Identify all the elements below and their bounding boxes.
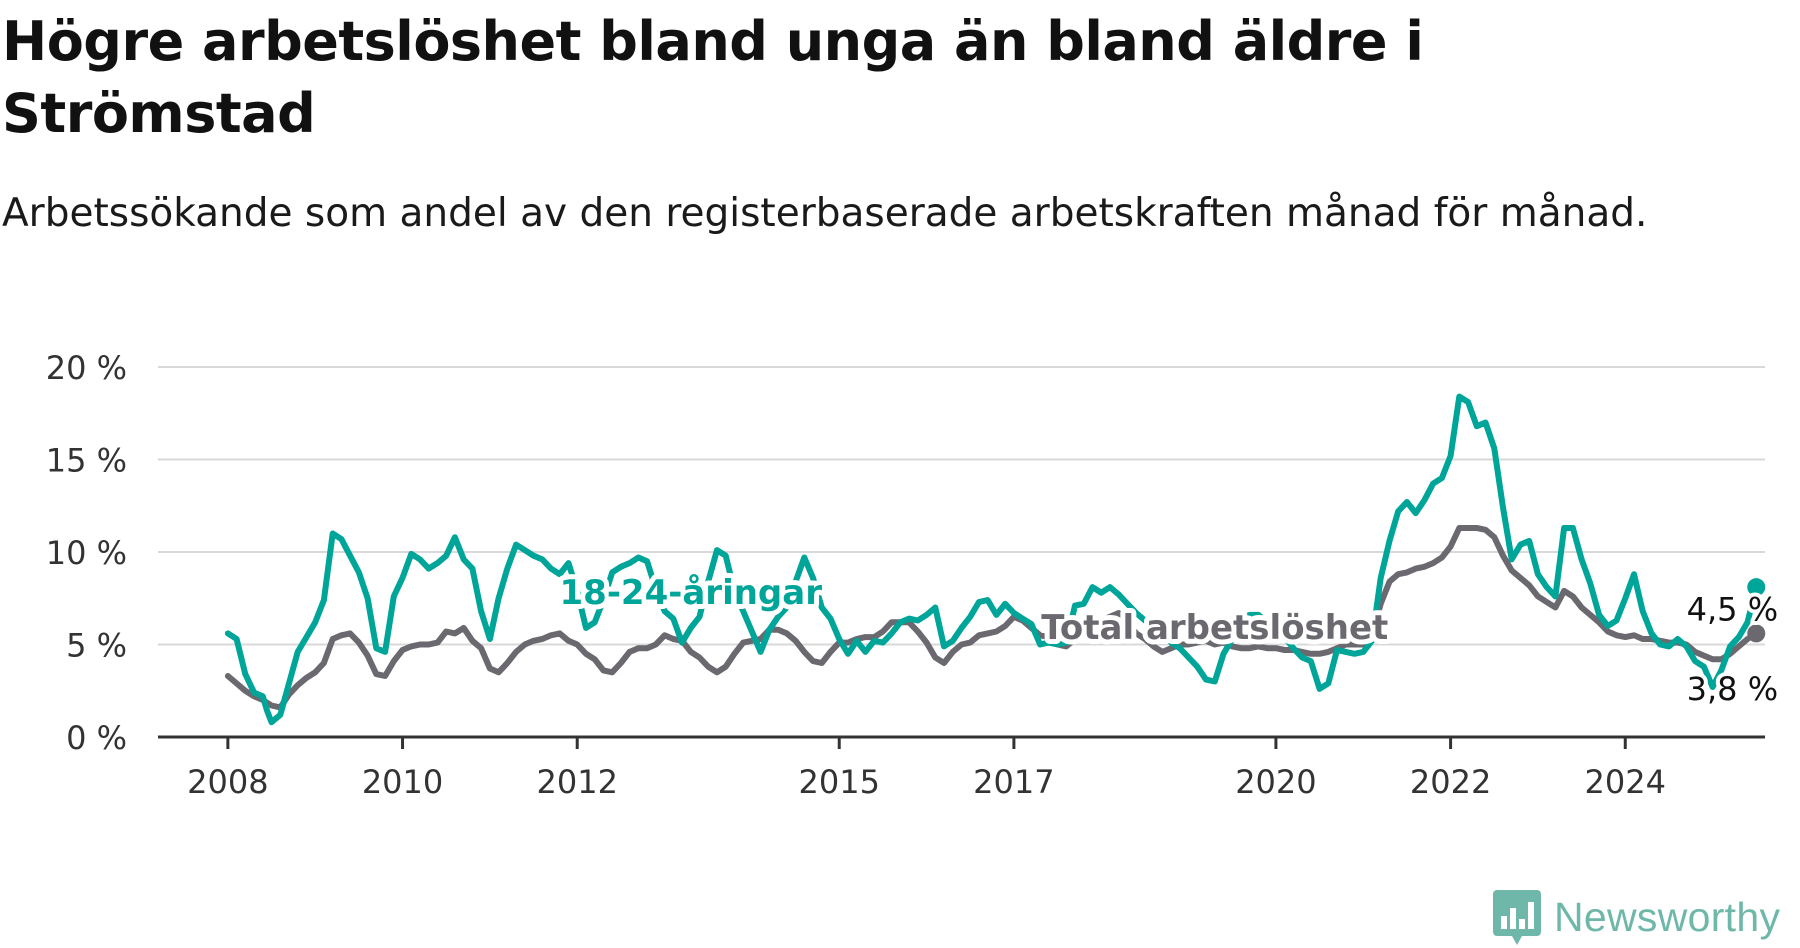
x-tick-label: 2015 (799, 763, 880, 801)
x-axis: 2008 2010 2012 2015 2017 2020 2022 2024 (158, 735, 1765, 801)
x-tick-label: 2010 (362, 763, 443, 801)
series-lines (224, 393, 1766, 726)
brand-name: Newsworthy (1554, 893, 1781, 940)
x-tick-label: 2017 (973, 763, 1054, 801)
series-end-point (1747, 624, 1766, 643)
x-tick-label: 2012 (536, 763, 617, 801)
bar-chart-speech-bubble-icon (1493, 890, 1541, 945)
y-tick-label: 15 % (46, 442, 127, 480)
x-tick-label: 2022 (1410, 763, 1491, 801)
end-value-total: 4,5 % (1687, 590, 1778, 628)
y-tick-label: 5 % (66, 627, 127, 665)
chart-subtitle: Arbetssökande som andel av den registerb… (2, 191, 1648, 236)
y-tick-label: 0 % (66, 719, 127, 757)
grid-lines (158, 366, 1765, 646)
series-label-total: Total arbetslöshet (1041, 608, 1388, 648)
series-labels: 18-24-åringar Total arbetslöshet 4,5 % 3,8 … (555, 568, 1783, 712)
x-tick-label: 2024 (1585, 763, 1666, 801)
line-chart: 0 %5 %10 %15 %20 % 2008 2010 2012 2015 2017 2… (45, 349, 1783, 801)
x-tick-label: 2020 (1235, 763, 1316, 801)
newsworthy-logo: Newsworthy (1492, 888, 1780, 946)
series-label-youth: 18-24-åringar (560, 573, 823, 613)
chart-title: Högre arbetslöshet bland unga än bland ä… (2, 10, 1424, 145)
y-tick-label: 10 % (46, 534, 127, 572)
x-tick-label: 2008 (187, 763, 268, 801)
y-axis-tick-labels: 0 % 5 % 10 % 15 % 20 % (46, 349, 127, 757)
end-value-youth: 3,8 % (1687, 670, 1778, 708)
series-line-youth (224, 393, 1760, 726)
y-tick-label: 20 % (46, 349, 127, 387)
series-line-total (224, 525, 1760, 711)
series-end-point (1747, 578, 1766, 597)
